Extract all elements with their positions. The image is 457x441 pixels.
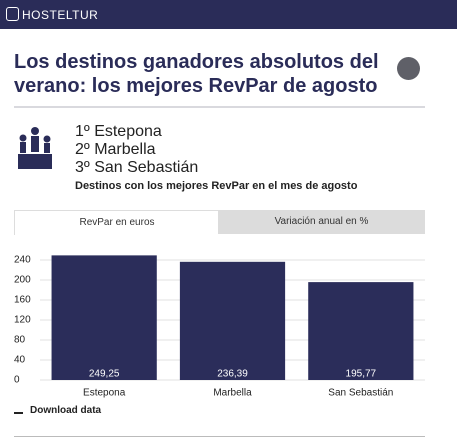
y-tick-label: 160 xyxy=(14,295,31,306)
x-tick-label: San Sebastián xyxy=(328,388,393,399)
chart-subtitle: Destinos con los mejores RevPar en el me… xyxy=(75,180,358,192)
y-tick-label: 240 xyxy=(14,255,31,266)
ranking-item: 3º San Sebastián xyxy=(75,159,199,176)
y-tick-label: 120 xyxy=(14,315,31,326)
ranking-item: 2º Marbella xyxy=(75,141,156,158)
podium-icon xyxy=(18,127,52,169)
y-tick-label: 40 xyxy=(14,355,26,366)
tab[interactable]: RevPar en euros xyxy=(14,210,219,235)
brand[interactable]: HOSTELTUR xyxy=(22,8,99,22)
download-link[interactable]: Download data xyxy=(30,405,102,416)
y-tick-label: 0 xyxy=(14,375,20,386)
x-tick-label: Marbella xyxy=(213,388,252,399)
top-bar xyxy=(0,0,457,29)
download-icon[interactable] xyxy=(14,404,23,414)
more-button[interactable] xyxy=(397,57,420,80)
value-label: 249,25 xyxy=(89,369,120,380)
x-tick-label: Estepona xyxy=(83,388,126,399)
bar xyxy=(179,261,286,380)
y-tick-label: 200 xyxy=(14,275,31,286)
divider xyxy=(14,436,425,437)
value-label: 236,39 xyxy=(217,369,248,380)
bar xyxy=(308,282,414,380)
logo[interactable] xyxy=(6,7,19,21)
tab[interactable]: Variación anual en % xyxy=(218,210,425,234)
value-label: 195,77 xyxy=(346,369,377,380)
bar xyxy=(51,255,157,380)
y-tick-label: 80 xyxy=(14,335,26,346)
divider xyxy=(14,106,425,108)
article-title: Los destinos ganadores absolutos del ver… xyxy=(14,51,379,97)
ranking-item: 1º Estepona xyxy=(75,123,162,140)
